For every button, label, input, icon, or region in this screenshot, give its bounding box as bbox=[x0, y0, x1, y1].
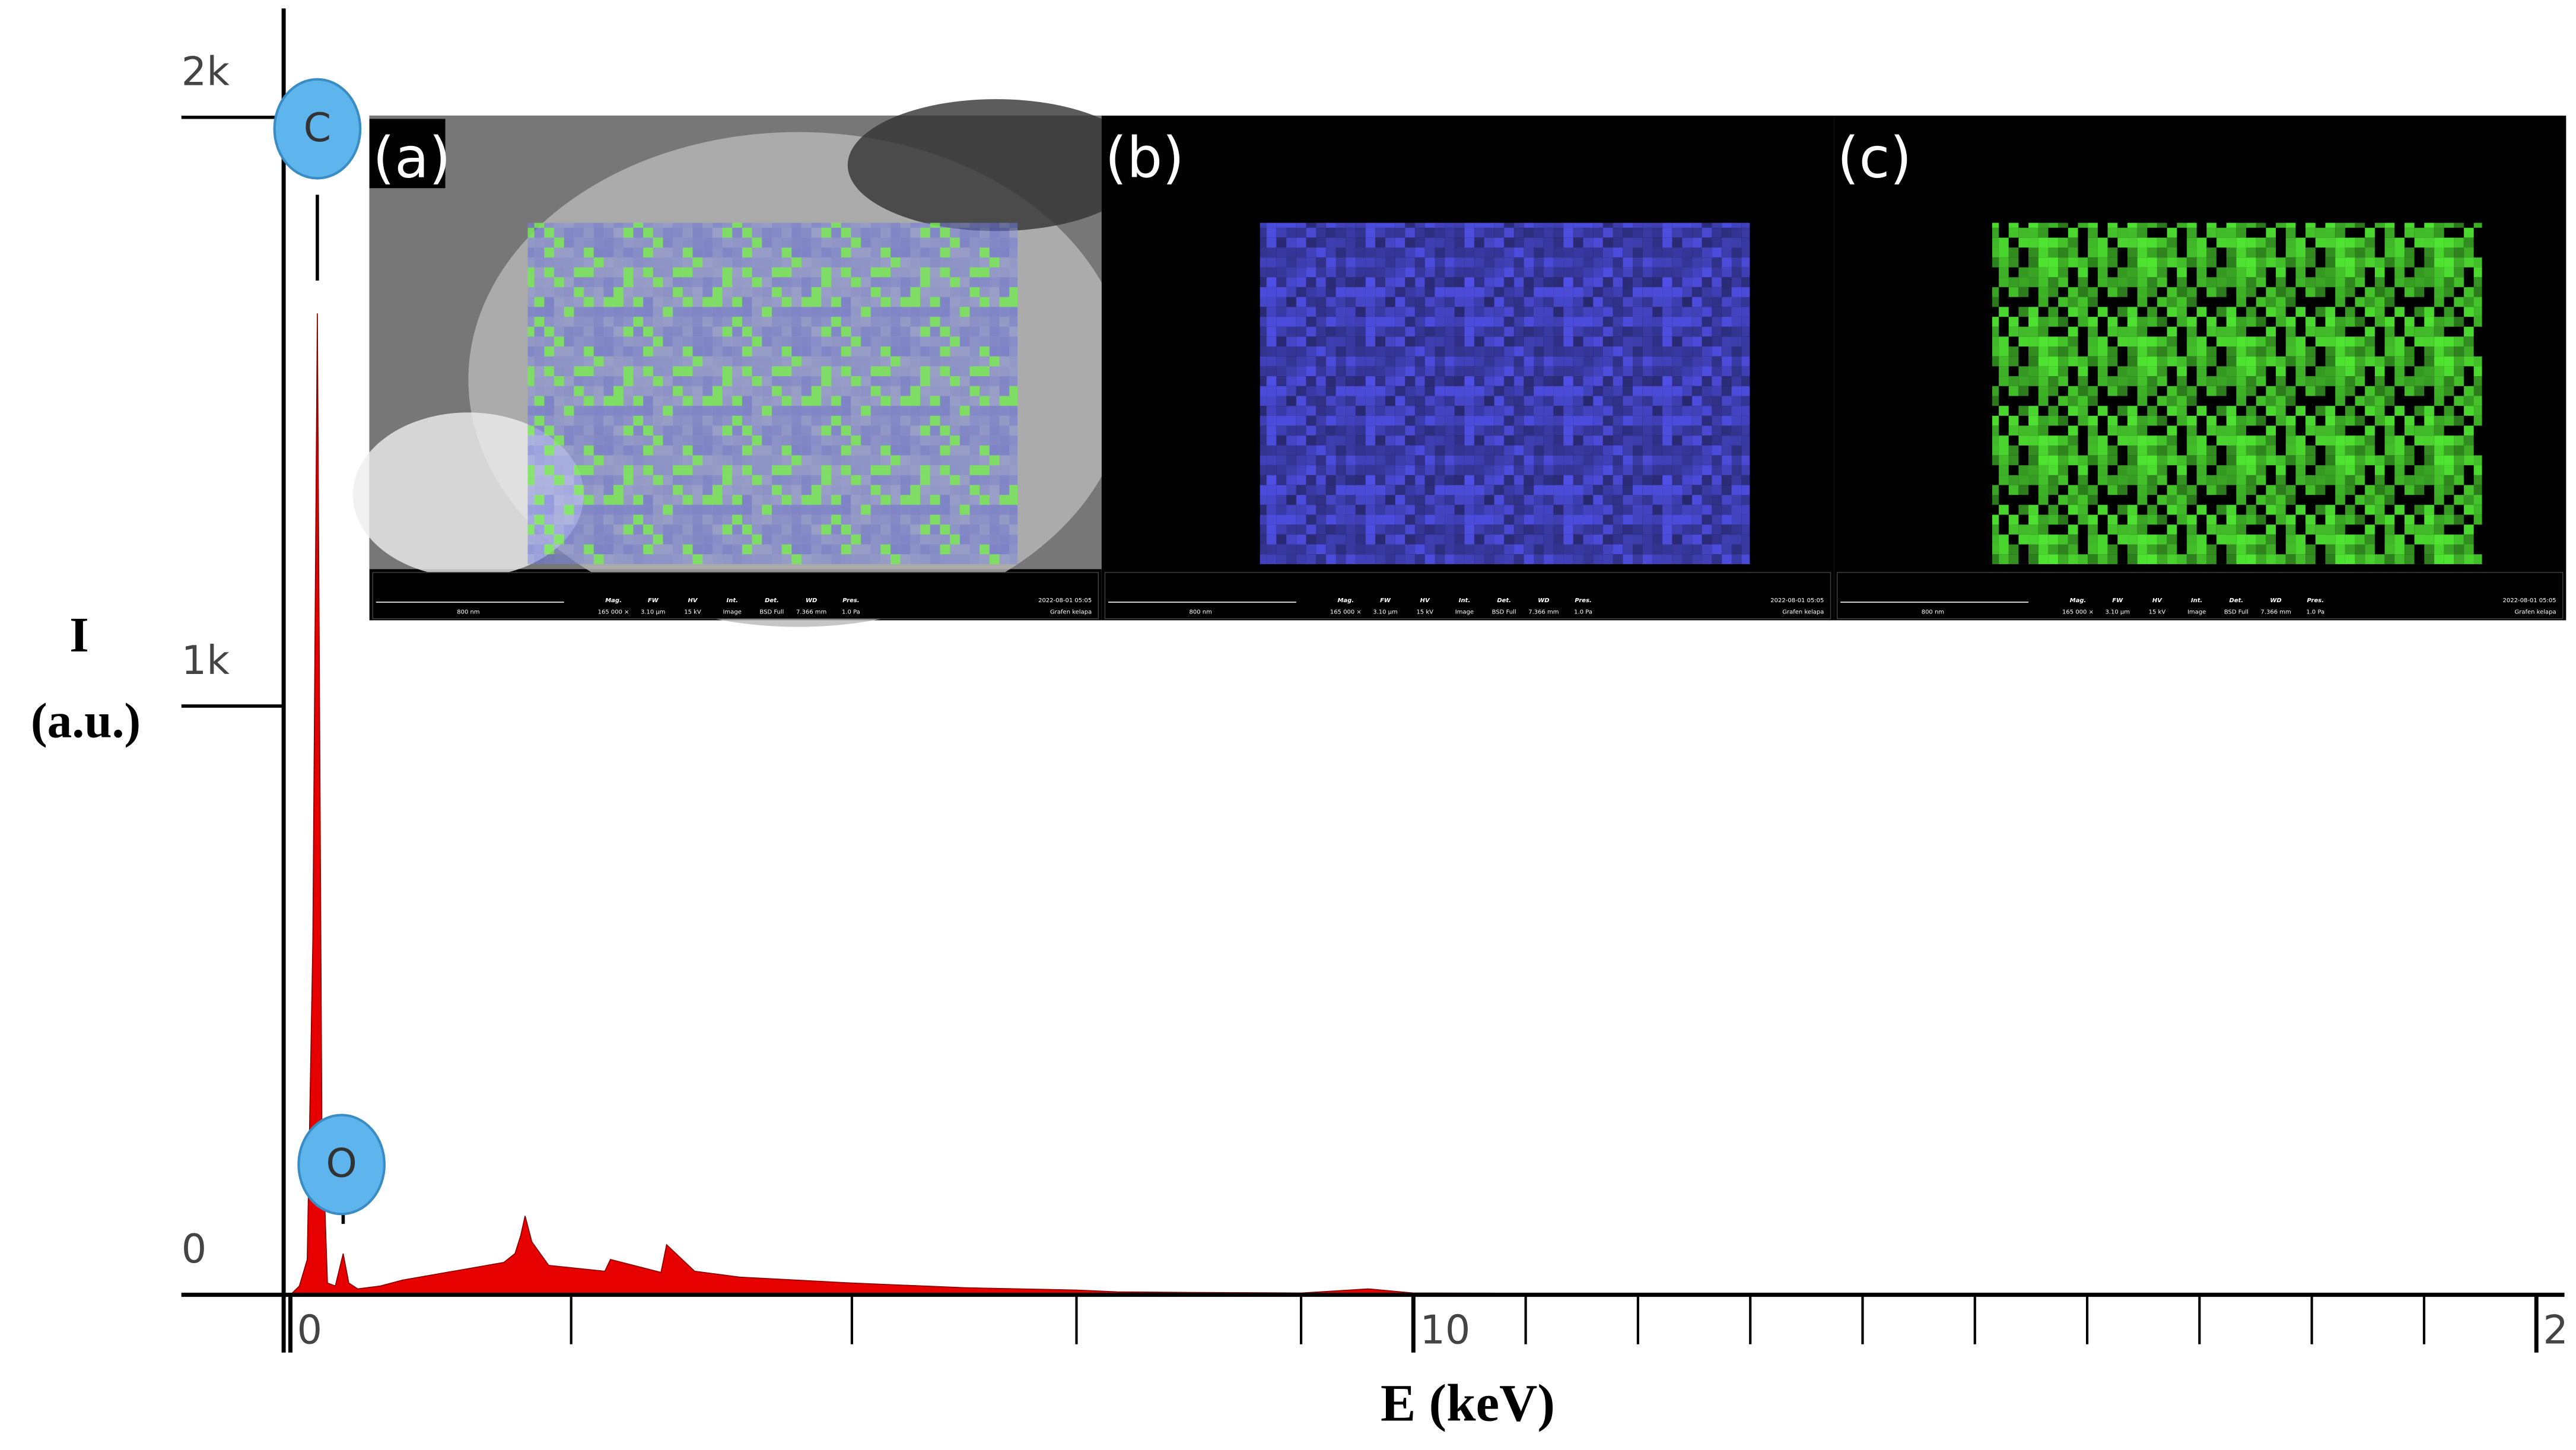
info-value: 3.10 µm bbox=[641, 609, 666, 616]
info-value: 3.10 µm bbox=[1373, 609, 1398, 616]
scale-label: 800 nm bbox=[457, 609, 479, 616]
info-name: FW bbox=[2112, 597, 2123, 604]
x-axis-label: E (keV) bbox=[1381, 1375, 1555, 1433]
info-name: WD bbox=[2270, 597, 2281, 604]
info-name: Int. bbox=[727, 597, 738, 604]
info-value: Image bbox=[2187, 609, 2206, 616]
sem-feature bbox=[352, 412, 584, 578]
info-name: Pres. bbox=[2307, 597, 2324, 604]
scale-label: 800 nm bbox=[1922, 609, 1944, 616]
inset-label: (b) bbox=[1105, 126, 1184, 191]
info-value: Image bbox=[1455, 609, 1474, 616]
info-name: HV bbox=[2152, 597, 2162, 604]
info-name: Int. bbox=[1459, 597, 1470, 604]
annotation-circle bbox=[297, 1114, 386, 1216]
info-name: Int. bbox=[2191, 597, 2202, 604]
info-value: 3.10 µm bbox=[2105, 609, 2130, 616]
info-name: HV bbox=[1420, 597, 1430, 604]
info-value: 1.0 Pa bbox=[842, 609, 860, 616]
info-name: FW bbox=[1380, 597, 1391, 604]
annotation-circle bbox=[273, 78, 362, 180]
label-box bbox=[369, 119, 446, 189]
info-value: Image bbox=[723, 609, 742, 616]
scale-label: 800 nm bbox=[1189, 609, 1211, 616]
inset-label: (a) bbox=[373, 126, 451, 191]
x-tick-label: 10 bbox=[1420, 1306, 1470, 1353]
element-map bbox=[1260, 222, 1750, 564]
info-bar bbox=[1836, 572, 2564, 619]
info-date: 2022-08-01 05:05 bbox=[1770, 597, 1824, 604]
y-axis-label: I bbox=[69, 608, 88, 663]
y-axis-label: (a.u.) bbox=[31, 694, 141, 749]
y-tick-label: 2k bbox=[182, 49, 230, 95]
info-name: WD bbox=[1538, 597, 1549, 604]
element-map bbox=[527, 222, 1018, 564]
info-value: 1.0 Pa bbox=[1574, 609, 1592, 616]
annotation-label: O bbox=[326, 1140, 357, 1187]
info-value: BSD Full bbox=[1492, 609, 1516, 616]
info-name: Det. bbox=[1497, 597, 1511, 604]
info-value: 165 000 × bbox=[598, 609, 629, 616]
info-name: Det. bbox=[765, 597, 779, 604]
info-value: 165 000 × bbox=[1330, 609, 1362, 616]
y-tick-label: 0 bbox=[182, 1226, 206, 1272]
info-name: Det. bbox=[2230, 597, 2244, 604]
info-sample: Grafen kelapa bbox=[1050, 609, 1092, 616]
info-value: BSD Full bbox=[759, 609, 784, 616]
inset-label: (c) bbox=[1837, 126, 1912, 191]
info-value: BSD Full bbox=[2224, 609, 2249, 616]
info-sample: Grafen kelapa bbox=[1782, 609, 1824, 616]
element-map bbox=[1992, 222, 2482, 564]
info-value: 7.366 mm bbox=[2260, 609, 2291, 616]
info-value: 1.0 Pa bbox=[2306, 609, 2324, 616]
x-tick-label: 2 bbox=[2543, 1306, 2568, 1353]
info-value: 165 000 × bbox=[2062, 609, 2094, 616]
info-name: Mag. bbox=[1337, 597, 1354, 604]
sem-feature bbox=[847, 99, 1145, 231]
info-value: 7.366 mm bbox=[796, 609, 826, 616]
info-name: WD bbox=[806, 597, 817, 604]
info-sample: Grafen kelapa bbox=[2514, 609, 2556, 616]
info-name: Pres. bbox=[842, 597, 859, 604]
info-value: 15 kV bbox=[1416, 609, 1433, 616]
info-bar bbox=[372, 572, 1099, 619]
info-name: HV bbox=[688, 597, 698, 604]
annotation-label: C bbox=[304, 104, 332, 151]
info-name: Mag. bbox=[605, 597, 622, 604]
info-name: Mag. bbox=[2070, 597, 2087, 604]
info-value: 15 kV bbox=[684, 609, 701, 616]
info-date: 2022-08-01 05:05 bbox=[2503, 597, 2556, 604]
x-tick-label: 0 bbox=[297, 1306, 322, 1353]
y-tick-label: 1k bbox=[182, 637, 230, 683]
info-value: 7.366 mm bbox=[1528, 609, 1559, 616]
info-value: 15 kV bbox=[2149, 609, 2166, 616]
info-name: Pres. bbox=[1575, 597, 1592, 604]
info-date: 2022-08-01 05:05 bbox=[1038, 597, 1092, 604]
info-bar bbox=[1104, 572, 1831, 619]
info-name: FW bbox=[648, 597, 659, 604]
